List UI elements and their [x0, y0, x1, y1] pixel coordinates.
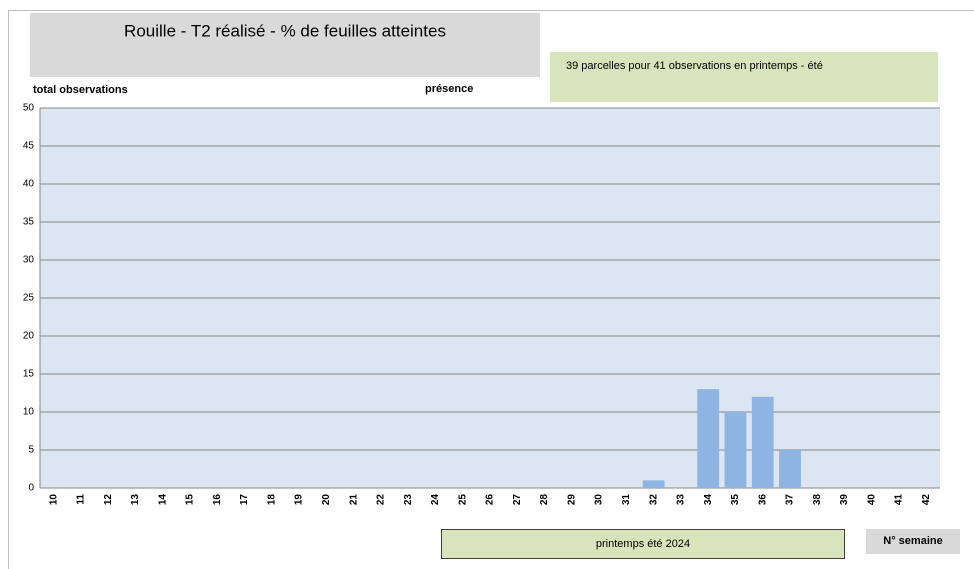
y-tick-label: 35	[23, 217, 35, 228]
x-tick-label: 20	[321, 494, 332, 506]
y-tick-label: 15	[23, 369, 35, 380]
season-box	[441, 529, 845, 559]
y-tick-label: 25	[23, 293, 35, 304]
x-tick-label: 22	[376, 494, 387, 506]
x-tick-label: 15	[185, 494, 196, 506]
x-tick-label: 12	[103, 494, 114, 506]
x-tick-label: 31	[621, 494, 632, 506]
x-tick-label: 38	[812, 494, 823, 506]
bar	[697, 389, 720, 488]
x-tick-label: 24	[430, 494, 441, 506]
x-tick-label: 14	[157, 494, 168, 506]
title-box	[30, 13, 540, 77]
season-label: printemps été 2024	[596, 538, 690, 550]
x-tick-label: 21	[348, 494, 359, 506]
y-axis-label: total observations	[33, 84, 128, 96]
x-tick-label: 30	[594, 494, 605, 506]
x-tick-label: 19	[294, 494, 305, 506]
annotation-box	[550, 52, 938, 102]
x-tick-label: 28	[539, 494, 550, 506]
x-tick-label: 42	[921, 494, 932, 506]
x-tick-label: 27	[512, 494, 523, 506]
bar	[779, 450, 801, 488]
y-tick-label: 10	[23, 407, 35, 418]
y-tick-label: 40	[23, 179, 35, 190]
chart-title: Rouille - T2 réalisé - % de feuilles att…	[124, 21, 446, 40]
x-tick-label: 13	[130, 494, 141, 506]
x-tick-label: 36	[757, 494, 768, 506]
series-label: présence	[425, 83, 473, 95]
x-tick-label: 17	[239, 494, 250, 506]
x-tick-label: 25	[457, 494, 468, 506]
x-tick-label: 23	[403, 494, 414, 506]
x-axis-label: N° semaine	[883, 535, 942, 547]
annotation: 39 parcelles pour 41 observations en pri…	[566, 60, 823, 72]
bar	[642, 480, 665, 488]
x-tick-label: 34	[703, 494, 714, 506]
y-tick-label: 50	[23, 103, 35, 114]
y-tick-label: 0	[28, 483, 34, 494]
x-tick-label: 10	[48, 494, 59, 506]
x-label-box	[866, 529, 960, 554]
y-tick-label: 45	[23, 141, 35, 152]
x-tick-label: 39	[839, 494, 850, 506]
y-tick-label: 30	[23, 255, 35, 266]
x-tick-label: 37	[785, 494, 796, 506]
x-tick-label: 18	[266, 494, 277, 506]
x-tick-label: 29	[566, 494, 577, 506]
x-tick-label: 33	[676, 494, 687, 506]
x-tick-label: 11	[76, 494, 87, 505]
x-tick-label: 41	[894, 494, 905, 506]
x-tick-label: 40	[866, 494, 877, 506]
x-tick-label: 26	[485, 494, 496, 506]
x-tick-label: 16	[212, 494, 223, 506]
frame	[8, 10, 974, 569]
y-tick-label: 20	[23, 331, 35, 342]
x-tick-label: 32	[648, 494, 659, 506]
bar	[751, 396, 774, 488]
y-tick-label: 5	[28, 445, 34, 456]
x-tick-label: 35	[730, 494, 741, 506]
bar	[724, 412, 747, 488]
